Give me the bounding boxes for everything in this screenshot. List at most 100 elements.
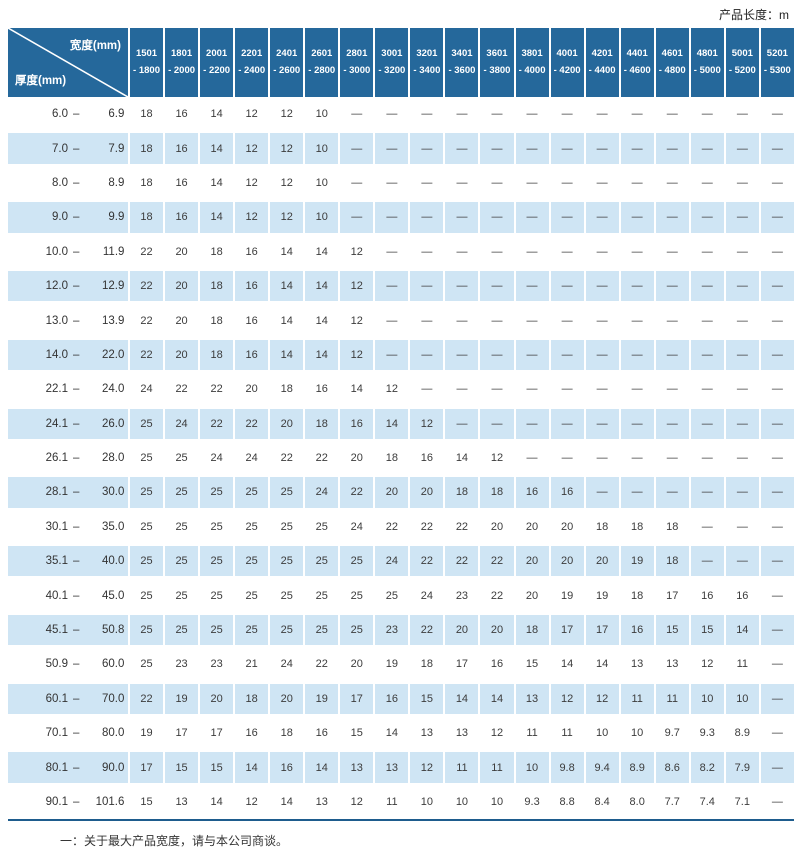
range-dash: –: [73, 624, 80, 637]
length-value-cell: 25: [233, 475, 269, 510]
empty-cell: —: [456, 108, 468, 121]
empty-cell: —: [596, 176, 608, 189]
length-value-cell: 10: [420, 796, 434, 808]
length-value-cell: 14: [315, 314, 328, 327]
length-value-cell: 10: [315, 108, 328, 121]
length-value-cell: 22: [455, 520, 469, 533]
range-to: 28.0: [102, 452, 125, 465]
length-value-cell: 13: [455, 727, 469, 740]
empty-cell: —: [653, 475, 689, 510]
length-value-cell: 25: [268, 475, 304, 510]
length-value-cell: 9.7: [664, 727, 680, 740]
length-value-cell: 12: [268, 200, 304, 235]
length-value-cell: 14: [723, 612, 759, 648]
empty-cell: —: [618, 475, 654, 510]
length-value-cell: 25: [128, 406, 164, 441]
length-value-cell: 16: [420, 452, 434, 465]
range-dash: –: [73, 555, 80, 568]
column-header: 2601 - 2800: [303, 28, 338, 97]
thickness-range-label: 13.0– 13.9: [8, 303, 128, 337]
column-header: 2801 - 3000: [338, 28, 373, 97]
length-value-cell: 12: [245, 108, 258, 121]
length-value-cell: 25: [233, 544, 269, 579]
range-from: 35.1: [45, 555, 68, 568]
length-value-cell: 15: [163, 750, 199, 785]
length-value-cell: 12: [385, 383, 398, 396]
length-value-cell: 20: [268, 406, 304, 441]
empty-cell: —: [666, 176, 678, 189]
empty-cell: —: [723, 544, 759, 579]
empty-cell: —: [596, 452, 608, 465]
length-value-cell: 21: [245, 658, 258, 671]
empty-cell: —: [386, 245, 398, 258]
length-value-cell: 22: [128, 681, 164, 717]
length-value-cell: 10: [303, 131, 339, 166]
length-value-cell: 25: [140, 658, 153, 671]
length-value-cell: 20: [245, 383, 258, 396]
empty-cell: —: [736, 383, 748, 396]
empty-cell: —: [771, 452, 783, 465]
empty-cell: —: [688, 200, 724, 235]
empty-cell: —: [758, 406, 794, 441]
length-value-cell: 11: [736, 658, 749, 671]
length-value-cell: 24: [245, 452, 258, 465]
length-value-cell: 12: [408, 750, 444, 785]
length-value-cell: 22: [280, 452, 293, 465]
length-value-cell: 14: [455, 452, 469, 465]
column-header: 2201 - 2400: [233, 28, 268, 97]
column-header-from: 2401: [276, 48, 298, 60]
length-value-cell: 20: [175, 314, 188, 327]
empty-cell: —: [758, 544, 794, 579]
empty-cell: —: [456, 245, 468, 258]
length-value-cell: 10: [315, 176, 328, 189]
column-header-to: - 5200: [728, 64, 756, 76]
length-value-cell: 14: [303, 750, 339, 785]
length-value-cell: 25: [210, 520, 223, 533]
length-value-cell: 25: [198, 544, 234, 579]
length-value-cell: 19: [163, 681, 199, 717]
range-dash: –: [73, 727, 80, 740]
table-row: 13.0– 13.9 22 20 18 16 14 14 12 — — — — — — — — — — — —: [8, 303, 794, 338]
length-value-cell: 14: [268, 337, 304, 373]
length-value-cell: 8.9: [734, 727, 750, 740]
empty-cell: —: [373, 200, 409, 235]
length-value-cell: 17: [210, 727, 223, 740]
length-value-cell: 20: [513, 544, 549, 579]
length-value-cell: 12: [350, 796, 363, 808]
length-value-cell: 10: [631, 727, 644, 740]
column-header-from: 3601: [486, 48, 508, 60]
length-value-cell: 25: [245, 589, 258, 602]
length-value-cell: 20: [350, 658, 363, 671]
thickness-range-label: 28.1– 30.0: [8, 475, 128, 510]
empty-cell: —: [526, 108, 538, 121]
range-to: 80.0: [102, 727, 125, 740]
length-value-cell: 18: [198, 337, 234, 373]
length-value-cell: 14: [280, 796, 293, 808]
length-value-cell: 10: [303, 200, 339, 235]
length-value-cell: 16: [338, 406, 374, 441]
column-header-from: 4201: [591, 48, 613, 60]
empty-cell: —: [478, 131, 514, 166]
length-value-cell: 16: [175, 108, 188, 121]
length-value-cell: 24: [210, 452, 223, 465]
empty-cell: —: [526, 314, 538, 327]
empty-cell: —: [666, 245, 678, 258]
column-header-to: - 4200: [553, 64, 581, 76]
column-header: 3601 - 3800: [478, 28, 513, 97]
length-value-cell: 8.9: [618, 750, 654, 785]
length-value-cell: 25: [210, 589, 223, 602]
empty-cell: —: [701, 520, 713, 533]
column-header: 3201 - 3400: [408, 28, 443, 97]
empty-cell: —: [456, 176, 468, 189]
empty-cell: —: [561, 452, 573, 465]
empty-cell: —: [688, 268, 724, 304]
thickness-range-label: 9.0– 9.9: [8, 200, 128, 235]
empty-cell: —: [758, 337, 794, 373]
empty-cell: —: [631, 314, 643, 327]
column-header-from: 3001: [381, 48, 403, 60]
length-value-cell: 11: [526, 727, 538, 740]
thickness-axis-label: 厚度(mm): [15, 75, 67, 87]
length-value-cell: 12: [408, 406, 444, 441]
length-value-cell: 12: [350, 314, 363, 327]
width-axis-label: 宽度(mm): [69, 40, 121, 52]
